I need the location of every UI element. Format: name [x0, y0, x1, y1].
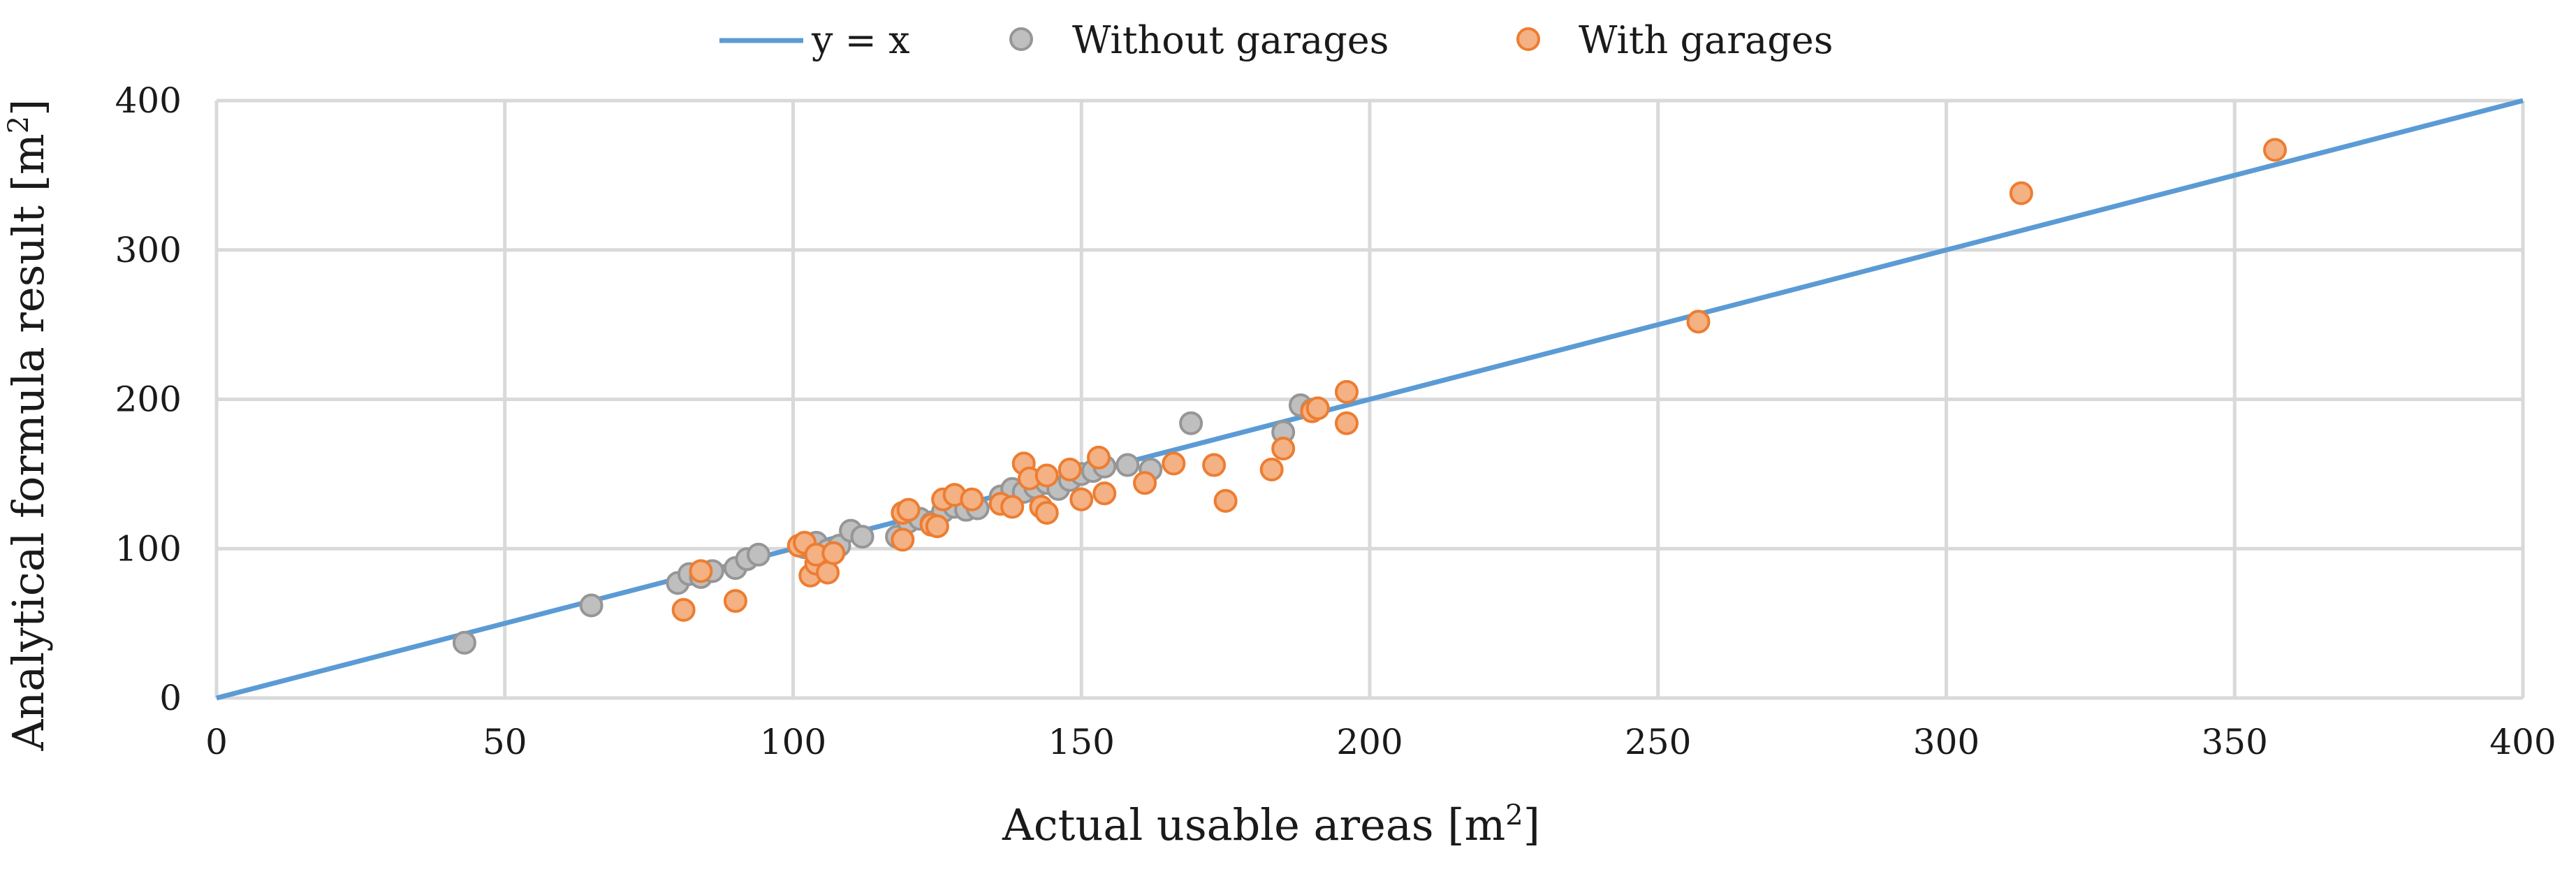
data-point — [2009, 181, 2033, 205]
data-point — [1202, 453, 1227, 477]
data-point — [1213, 488, 1238, 513]
data-point — [689, 559, 713, 583]
x-axis-label: Actual usable areas [m2] — [1002, 799, 1540, 850]
data-point — [1334, 411, 1359, 435]
data-point — [896, 497, 921, 522]
data-point — [1133, 471, 1157, 495]
plot-series — [216, 98, 2524, 701]
legend-label-with-garages: With garages — [1579, 18, 1833, 62]
x-tick-label: 100 — [760, 722, 826, 762]
legend-swatch-with-garages — [1516, 27, 1540, 51]
data-point — [816, 560, 840, 585]
data-point — [1115, 453, 1140, 477]
data-point — [746, 542, 770, 567]
y-tick-label: 200 — [115, 379, 182, 420]
data-point — [925, 514, 949, 539]
x-tick-label: 150 — [1048, 722, 1115, 762]
data-point — [1087, 445, 1111, 470]
x-tick-label: 350 — [2202, 722, 2268, 762]
data-point — [1034, 463, 1059, 488]
data-point — [821, 541, 846, 565]
series-2 — [671, 138, 2288, 622]
x-tick-label: 300 — [1913, 722, 1979, 762]
x-tick-label: 400 — [2489, 722, 2556, 762]
data-point — [579, 593, 603, 618]
data-point — [1305, 396, 1330, 421]
data-point — [671, 597, 696, 622]
data-point — [452, 630, 476, 655]
legend-swatch-without-garages — [1009, 27, 1033, 51]
x-tick-label: 0 — [205, 722, 228, 762]
data-point — [850, 525, 874, 549]
x-tick-label: 200 — [1336, 722, 1403, 762]
legend: y = x Without garages With garages — [719, 18, 1833, 62]
data-point — [1686, 310, 1711, 334]
y-tick-label: 300 — [115, 230, 182, 270]
data-point — [1334, 379, 1359, 404]
grid-lines — [214, 99, 2525, 700]
y-tick-label: 100 — [115, 528, 182, 569]
data-point — [1179, 411, 1203, 435]
data-point — [1271, 437, 1296, 461]
data-point — [2263, 138, 2288, 162]
data-point — [1092, 481, 1117, 506]
y-tick-labels: 0 100 200 300 400 — [115, 80, 182, 718]
data-point — [1162, 451, 1186, 476]
y-tick-label: 0 — [159, 678, 182, 718]
x-tick-label: 250 — [1625, 722, 1691, 762]
legend-label-without-garages: Without garages — [1072, 18, 1389, 62]
data-point — [960, 487, 984, 511]
y-tick-label: 400 — [115, 80, 182, 121]
data-point — [1034, 500, 1059, 525]
data-point — [723, 589, 747, 613]
data-point — [1000, 495, 1025, 519]
data-point — [891, 528, 915, 552]
y-axis-label: Analytical formula result [m2] — [3, 99, 54, 752]
x-tick-label: 50 — [483, 722, 527, 762]
data-point — [1069, 487, 1094, 511]
legend-label-line: y = x — [811, 18, 910, 62]
x-tick-labels: 0 50 100 150 200 250 300 350 400 — [205, 722, 2556, 762]
data-point — [1259, 457, 1284, 481]
data-point — [1058, 457, 1082, 481]
